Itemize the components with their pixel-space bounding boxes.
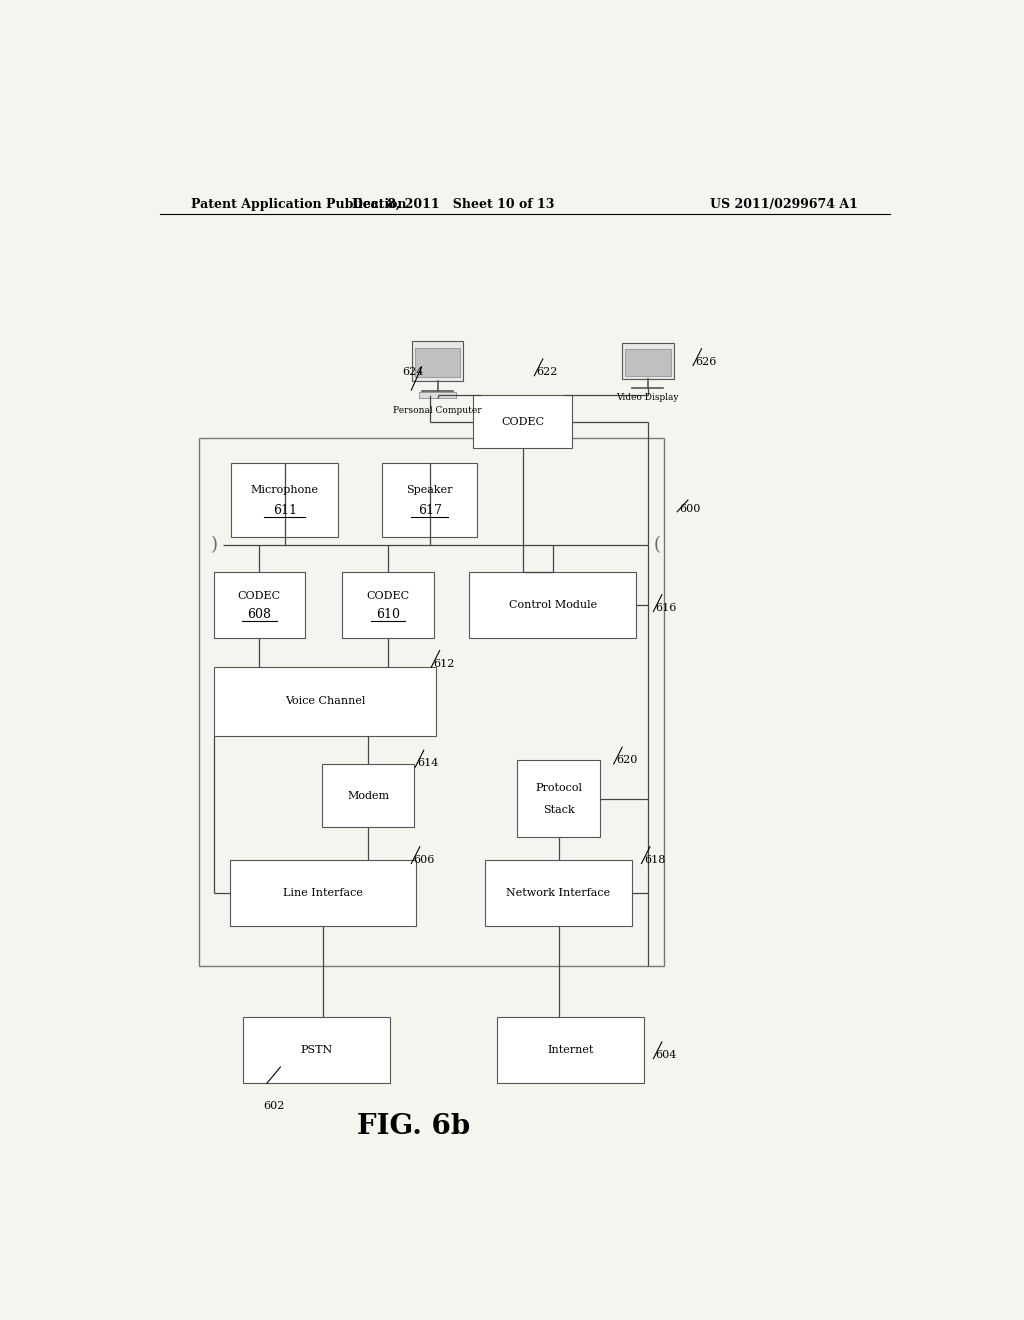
Text: 617: 617 [418, 504, 441, 516]
Bar [473, 395, 572, 447]
Text: PSTN: PSTN [300, 1045, 333, 1055]
Bar [382, 463, 477, 536]
Bar [231, 463, 338, 536]
Text: 626: 626 [695, 356, 717, 367]
Text: 606: 606 [414, 855, 435, 865]
Text: 618: 618 [644, 855, 666, 865]
Bar [622, 343, 674, 379]
Text: CODEC: CODEC [238, 591, 281, 601]
Bar [415, 348, 460, 378]
Text: Modem: Modem [347, 791, 389, 801]
Text: Control Module: Control Module [509, 601, 597, 610]
Text: CODEC: CODEC [367, 591, 410, 601]
Bar [214, 667, 436, 735]
Bar [469, 572, 636, 638]
Bar [243, 1018, 390, 1084]
Bar [214, 572, 305, 638]
Text: 614: 614 [418, 758, 439, 768]
Text: 620: 620 [616, 755, 637, 766]
Text: Dec. 8, 2011   Sheet 10 of 13: Dec. 8, 2011 Sheet 10 of 13 [352, 198, 555, 211]
Text: Line Interface: Line Interface [283, 888, 362, 898]
Text: 600: 600 [680, 504, 700, 513]
Text: US 2011/0299674 A1: US 2011/0299674 A1 [711, 198, 858, 211]
Text: Stack: Stack [543, 805, 574, 814]
Text: CODEC: CODEC [502, 417, 545, 426]
Text: Speaker: Speaker [407, 484, 453, 495]
Text: Patent Application Publication: Patent Application Publication [191, 198, 407, 211]
Text: (: ( [654, 536, 660, 553]
Text: FIG. 6b: FIG. 6b [357, 1113, 470, 1139]
Bar [412, 341, 463, 381]
Bar [517, 760, 600, 837]
Bar [323, 764, 414, 828]
Bar [200, 438, 664, 966]
Text: 611: 611 [272, 504, 297, 516]
Text: 622: 622 [537, 367, 558, 376]
Text: Protocol: Protocol [535, 783, 582, 793]
Text: Video Display: Video Display [616, 393, 679, 403]
Bar [342, 572, 433, 638]
Text: Microphone: Microphone [251, 484, 318, 495]
Bar [625, 350, 671, 376]
Bar [485, 859, 632, 925]
Text: 602: 602 [263, 1101, 285, 1110]
Text: Voice Channel: Voice Channel [285, 696, 365, 706]
Bar [420, 392, 456, 399]
Text: 616: 616 [655, 603, 677, 612]
Text: 608: 608 [248, 607, 271, 620]
Bar [229, 859, 416, 925]
Text: 610: 610 [376, 607, 400, 620]
Text: 624: 624 [401, 367, 423, 376]
Text: Network Interface: Network Interface [507, 888, 610, 898]
Text: ): ) [210, 536, 217, 553]
Text: Internet: Internet [547, 1045, 594, 1055]
Bar [497, 1018, 644, 1084]
Text: 604: 604 [655, 1049, 677, 1060]
Text: Personal Computer: Personal Computer [393, 407, 482, 416]
Text: 612: 612 [433, 659, 455, 668]
